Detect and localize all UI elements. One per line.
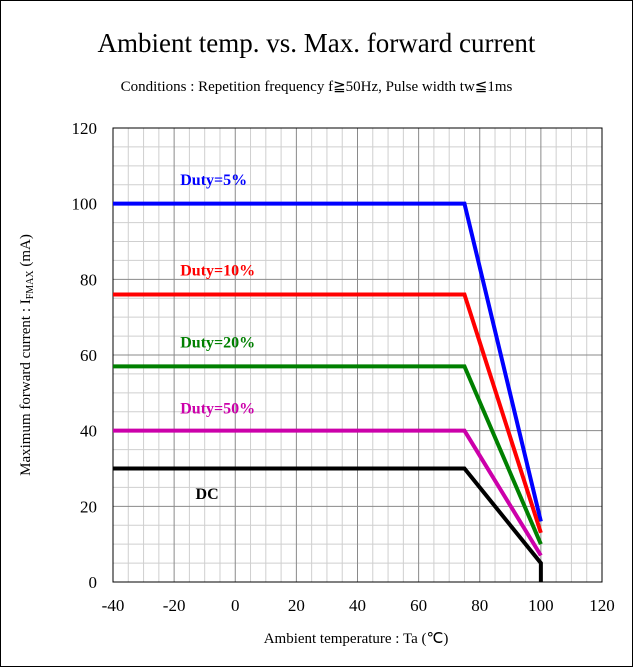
y-tick-label: 120 — [72, 119, 98, 138]
x-tick-label: 20 — [288, 596, 305, 615]
series-label: DC — [196, 486, 219, 503]
series-line — [113, 466, 543, 582]
y-axis-label-subscript: FMAX — [25, 270, 36, 300]
x-tick-label: 80 — [471, 596, 488, 615]
series-label: Duty=5% — [180, 172, 247, 189]
y-axis-label-main: Maximum forward current : I — [18, 299, 34, 476]
y-axis-label: Maximum forward current : IFMAX (mA) — [18, 234, 36, 476]
chart-title: Ambient temp. vs. Max. forward current — [97, 28, 536, 58]
x-tick-label: 100 — [528, 596, 554, 615]
y-axis-label-unit: (mA) — [18, 234, 34, 270]
x-tick-label: -20 — [163, 596, 186, 615]
series-label: Duty=50% — [180, 401, 255, 418]
series-line — [113, 428, 543, 557]
series-line — [113, 201, 543, 522]
y-tick-label: 40 — [80, 422, 97, 441]
series-line — [113, 364, 543, 545]
y-tick-label: 100 — [72, 195, 98, 214]
x-tick-label: 40 — [349, 596, 366, 615]
plot-area-border — [112, 127, 603, 583]
chart-subtitle: Conditions : Repetition frequency f≧50Hz… — [120, 79, 513, 95]
x-tick-label: 60 — [410, 596, 427, 615]
x-axis-label: Ambient temperature : Ta (℃) — [264, 631, 449, 647]
x-tick-label: 0 — [231, 596, 240, 615]
x-tick-label: -40 — [102, 596, 125, 615]
y-tick-label: 20 — [80, 497, 97, 516]
x-tick-label: 120 — [589, 596, 615, 615]
series-line — [113, 292, 543, 534]
y-tick-label: 60 — [80, 346, 97, 365]
series-label: Duty=20% — [180, 334, 255, 351]
y-tick-label: 0 — [89, 573, 98, 592]
y-tick-label: 80 — [80, 270, 97, 289]
series-label: Duty=10% — [180, 263, 255, 280]
